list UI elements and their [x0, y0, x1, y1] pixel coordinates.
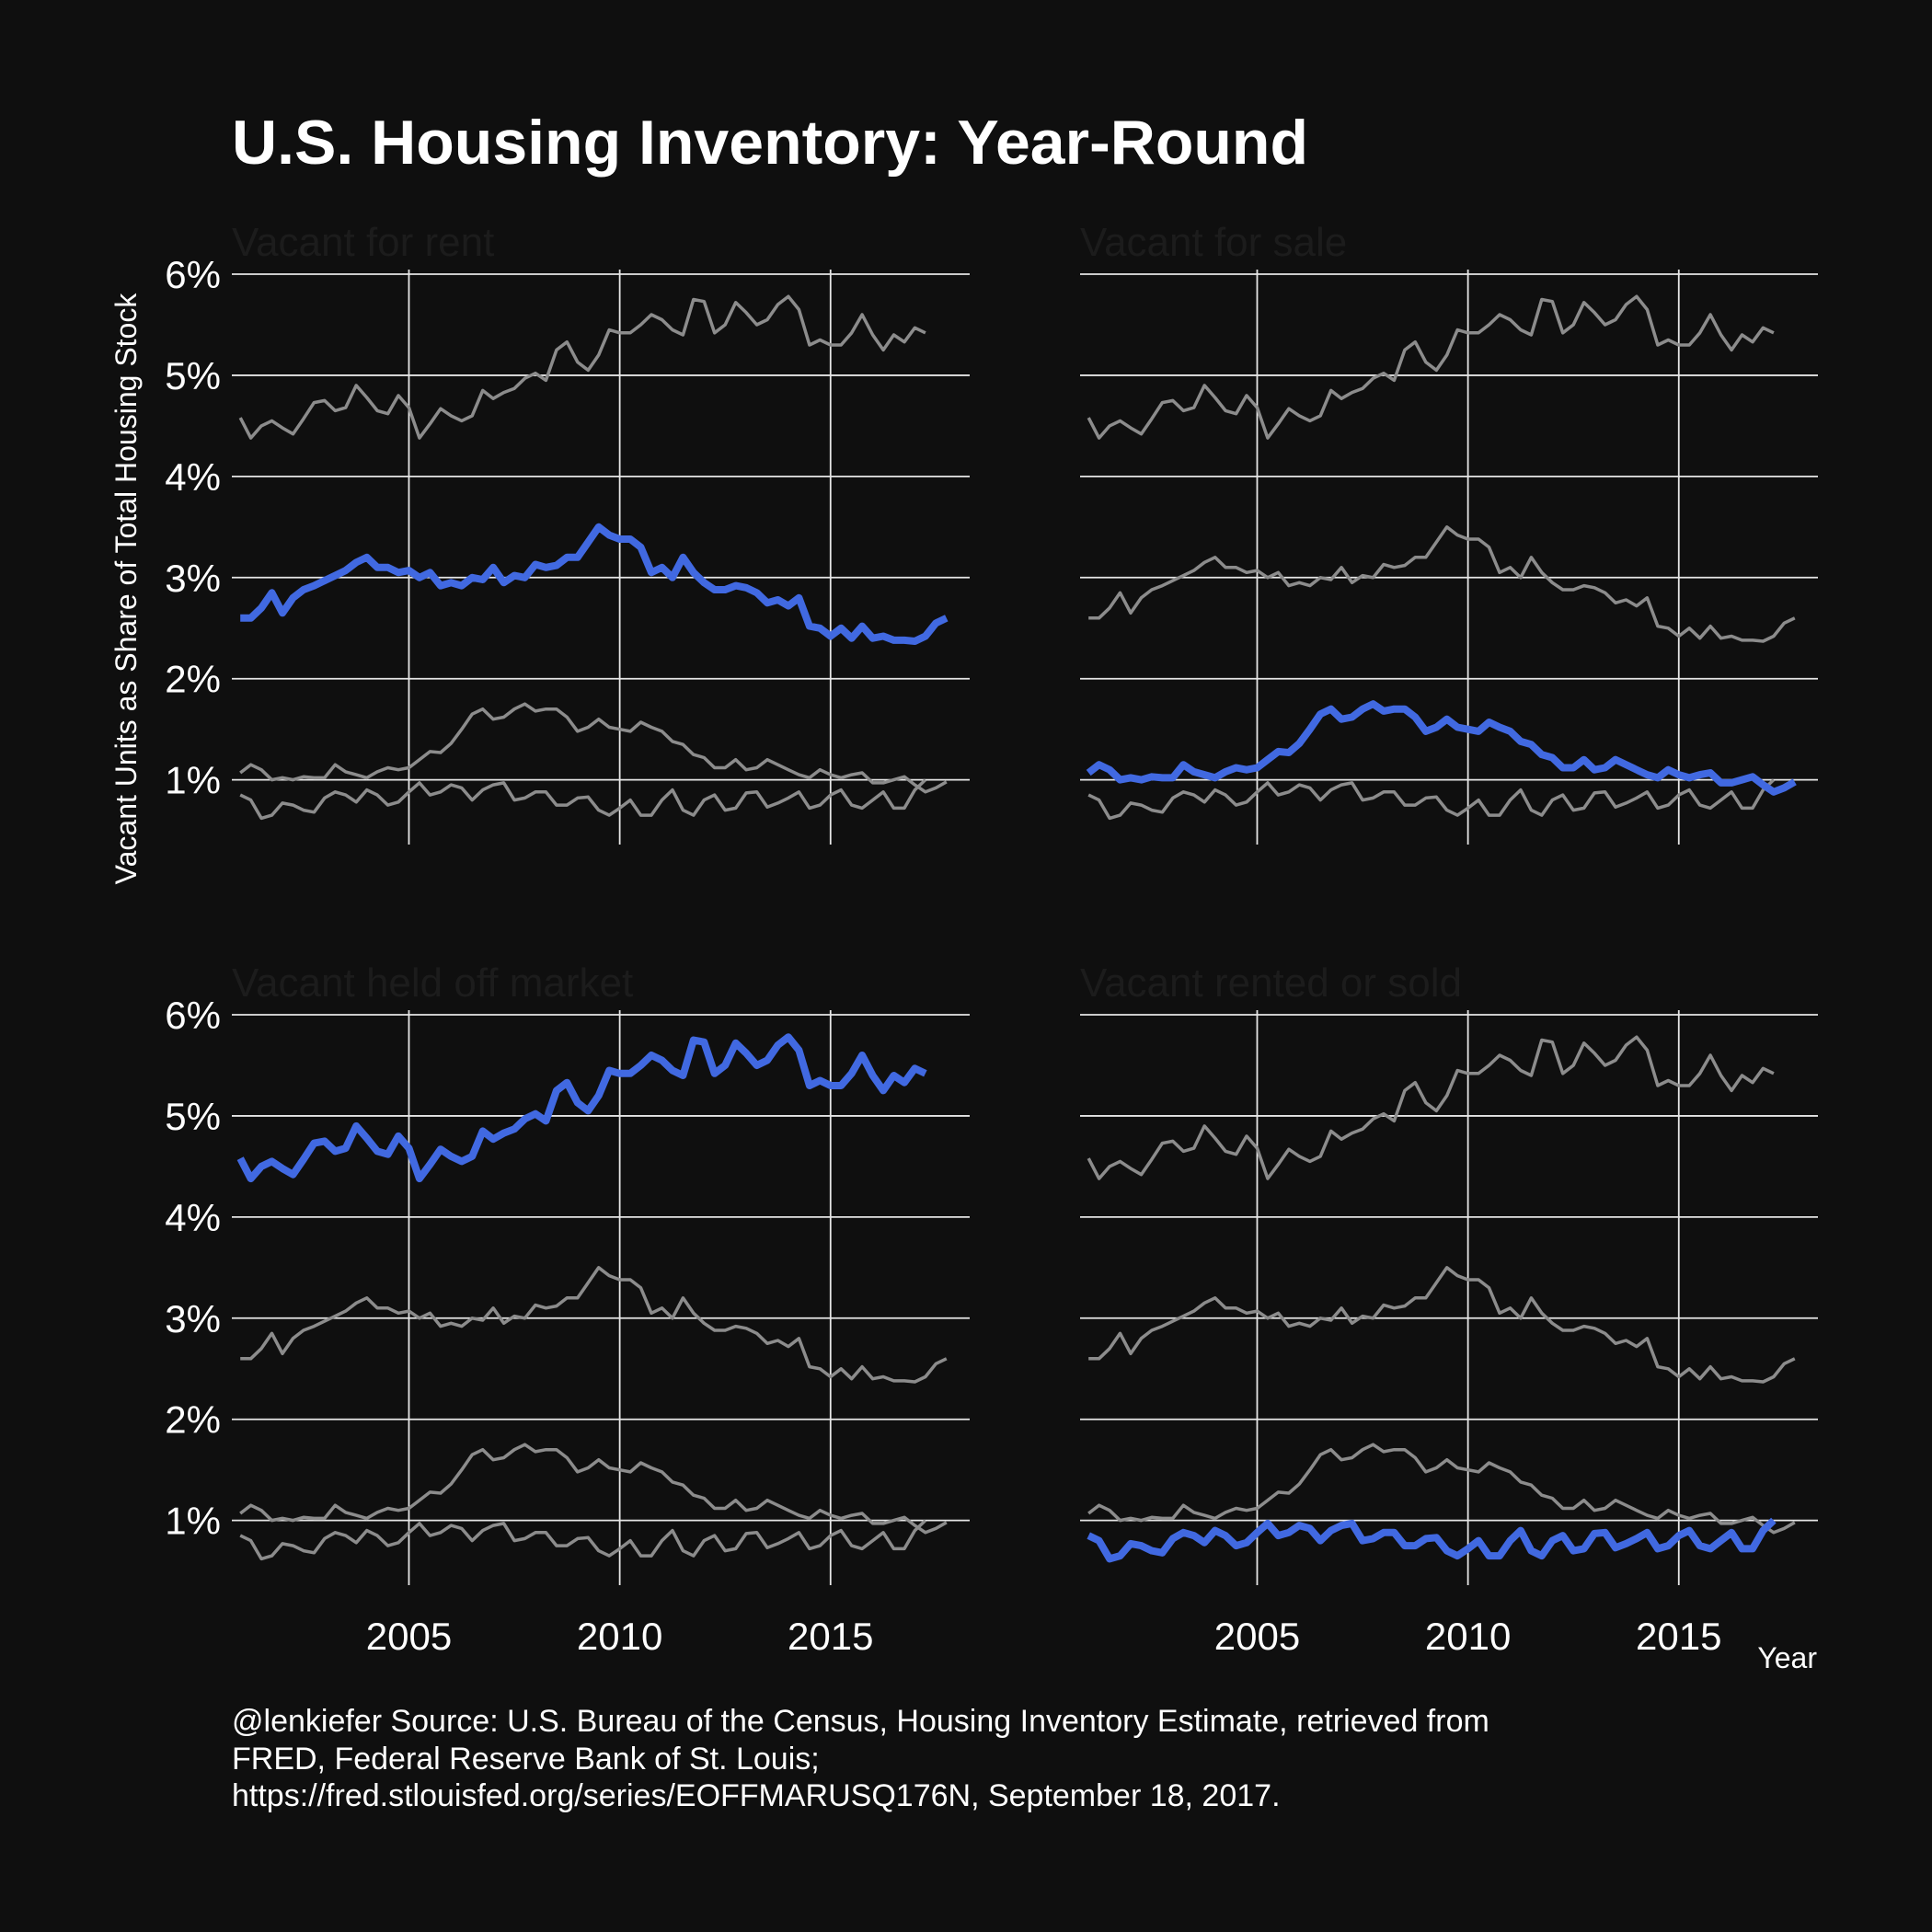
x-tick-label: 2010 [1425, 1615, 1511, 1658]
x-tick-label: 2015 [1636, 1615, 1721, 1658]
highlight-line [240, 523, 949, 645]
highlight-line [1086, 700, 1797, 796]
y-tick-label: 1% [165, 1500, 221, 1543]
facet-title: Vacant held off market [232, 960, 633, 1006]
x-tick-label: 2005 [1214, 1615, 1300, 1658]
context-line [1087, 294, 1775, 440]
x-tick-label: 2015 [788, 1615, 873, 1658]
x-tick-label: 2010 [577, 1615, 662, 1658]
highlight-line [1087, 1517, 1777, 1563]
highlight-line [236, 1033, 927, 1183]
context-line [1087, 778, 1776, 821]
panel-vacant-for-sale: Vacant for sale [1080, 220, 1818, 845]
y-tick-label: 1% [165, 759, 221, 802]
context-line [1087, 1035, 1775, 1180]
context-line [239, 1443, 948, 1535]
y-tick-label: 6% [165, 994, 221, 1037]
chart-panels: Vacant for rent 1% 2% 3% 4% 5% 6% Vacant for sa… [165, 220, 1818, 1658]
x-tick-label: 2005 [366, 1615, 452, 1658]
panel-vacant-rented-or-sold: Vacant rented or sold 2005 2010 2015 [1080, 960, 1818, 1658]
panel-vacant-held-off-market: Vacant held off market 1% 2% 3% 4% 5% 6% 2005 20… [165, 960, 970, 1658]
panel-vacant-for-rent: Vacant for rent 1% 2% 3% 4% 5% 6% [165, 220, 970, 845]
y-tick-label: 5% [165, 1095, 221, 1138]
y-tick-label: 5% [165, 354, 221, 397]
chart-title: U.S. Housing Inventory: Year-Round [232, 108, 1308, 178]
x-axis-label: Year [1757, 1641, 1817, 1674]
facet-title: Vacant for sale [1080, 220, 1347, 265]
caption-line-2: FRED, Federal Reserve Bank of St. Louis; [232, 1742, 820, 1777]
context-line [1087, 1443, 1796, 1535]
context-line [1088, 1266, 1796, 1384]
context-line [238, 294, 926, 440]
context-line [239, 1519, 927, 1561]
context-line [239, 778, 927, 821]
caption-line-1: @lenkiefer Source: U.S. Bureau of the Ce… [232, 1704, 1489, 1739]
context-line [240, 1266, 948, 1384]
caption-line-3: https://fred.stlouisfed.org/series/EOFFM… [232, 1778, 1281, 1813]
y-tick-label: 6% [165, 253, 221, 296]
y-tick-label: 2% [165, 1398, 221, 1442]
y-tick-label: 3% [165, 1297, 221, 1340]
y-tick-label: 4% [165, 1196, 221, 1239]
y-axis-label: Vacant Units as Share of Total Housing S… [109, 293, 143, 885]
y-tick-label: 3% [165, 557, 221, 600]
context-line [1088, 525, 1796, 643]
facet-title: Vacant rented or sold [1080, 960, 1462, 1006]
y-tick-label: 2% [165, 658, 221, 701]
y-tick-label: 4% [165, 455, 221, 499]
facet-title: Vacant for rent [232, 220, 494, 265]
context-line [239, 702, 948, 794]
